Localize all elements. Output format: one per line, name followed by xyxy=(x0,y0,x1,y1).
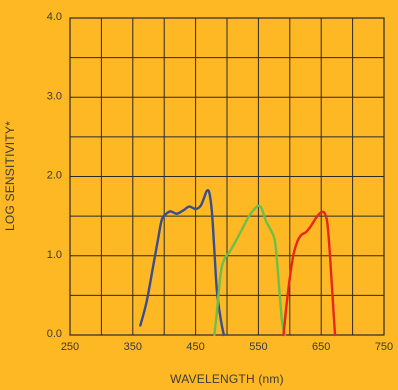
x-tick-label: 350 xyxy=(124,341,142,353)
y-tick-label: 3.0 xyxy=(47,90,62,102)
y-axis-label: LOG SENSITIVITY* xyxy=(3,121,17,231)
series-group xyxy=(139,189,337,337)
x-axis-label: WAVELENGTH (nm) xyxy=(170,372,284,386)
y-tick-label: 1.0 xyxy=(47,249,62,261)
grid xyxy=(70,18,384,335)
series-line xyxy=(139,189,226,337)
x-tick-label: 250 xyxy=(61,341,79,353)
y-tick-label: 0.0 xyxy=(47,328,62,340)
x-tick-label: 450 xyxy=(186,341,204,353)
y-tick-label: 4.0 xyxy=(47,11,62,23)
y-tick-label: 2.0 xyxy=(47,170,62,182)
y-tick-labels: 0.0 1.0 2.0 3.0 4.0 xyxy=(47,11,62,340)
x-tick-label: 750 xyxy=(375,341,393,353)
series-line xyxy=(282,210,337,337)
series-line xyxy=(213,204,286,337)
x-tick-label: 550 xyxy=(249,341,267,353)
x-tick-labels: 250 350 450 550 650 750 xyxy=(61,341,393,353)
x-tick-label: 650 xyxy=(312,341,330,353)
